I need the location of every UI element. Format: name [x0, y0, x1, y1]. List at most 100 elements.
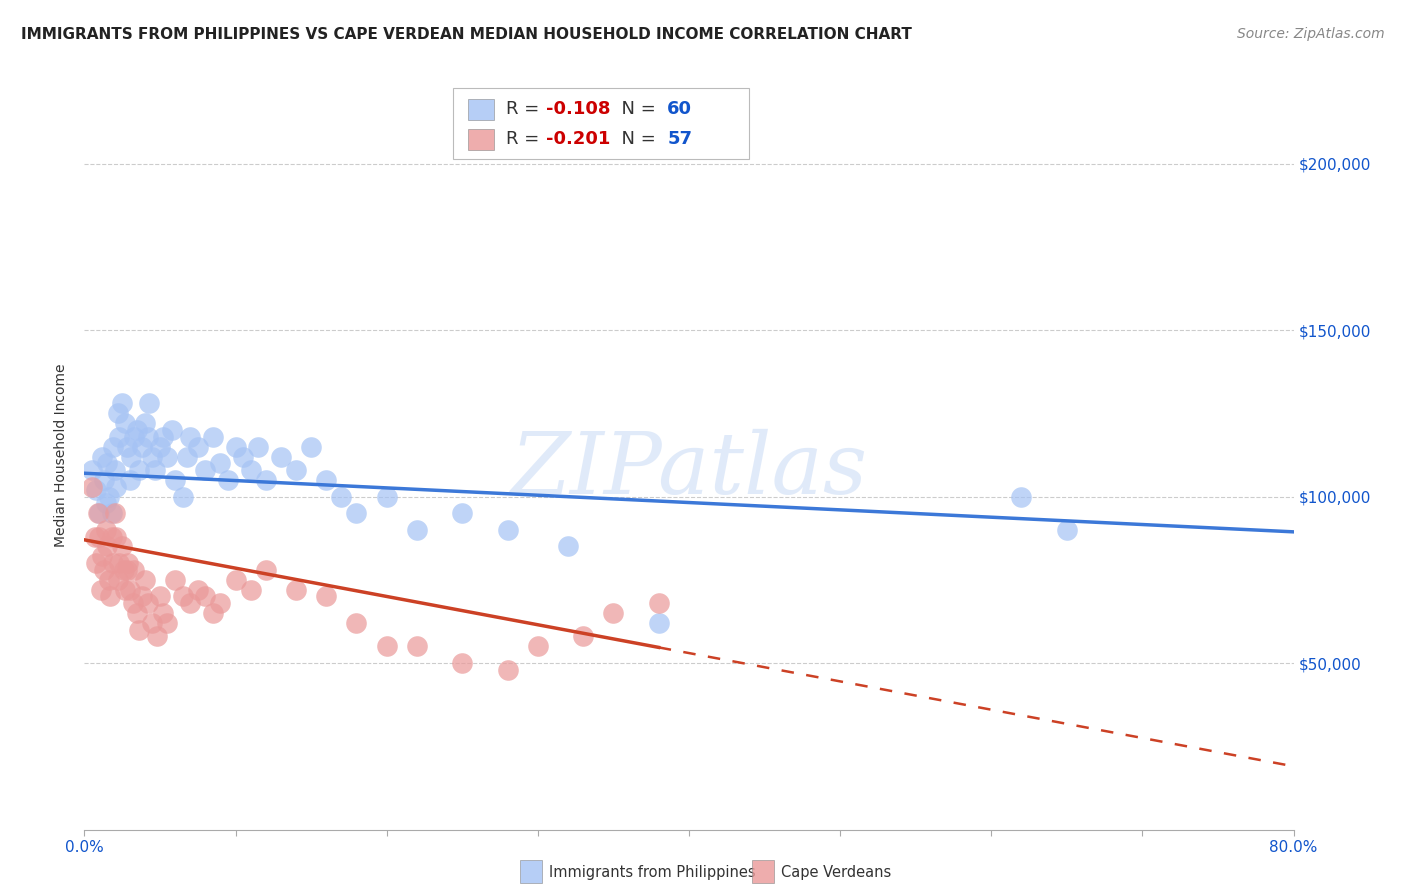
Point — [451, 656, 474, 670]
Point — [80, 463, 103, 477]
Point — [152, 429, 174, 443]
Point — [572, 629, 595, 643]
Text: -0.201: -0.201 — [547, 130, 610, 148]
Point — [285, 582, 308, 597]
Point — [194, 463, 217, 477]
Point — [225, 573, 247, 587]
Point — [496, 663, 519, 677]
Point — [108, 556, 131, 570]
Text: R =: R = — [506, 100, 546, 118]
Text: IMMIGRANTS FROM PHILIPPINES VS CAPE VERDEAN MEDIAN HOUSEHOLD INCOME CORRELATION : IMMIGRANTS FROM PHILIPPINES VS CAPE VERD… — [21, 27, 912, 42]
Point — [91, 549, 114, 564]
Point — [93, 563, 115, 577]
Point — [96, 540, 118, 554]
Point — [149, 440, 172, 454]
Point — [98, 590, 121, 604]
Point — [254, 563, 277, 577]
Point — [80, 479, 103, 493]
Point — [115, 563, 138, 577]
Point — [375, 490, 398, 504]
Point — [107, 406, 129, 420]
Point — [225, 440, 247, 454]
Point — [254, 473, 277, 487]
Point — [122, 563, 145, 577]
Point — [270, 450, 292, 464]
Point — [91, 450, 114, 464]
Point — [86, 556, 108, 570]
Point — [315, 473, 337, 487]
Point — [117, 556, 139, 570]
Point — [134, 573, 156, 587]
Point — [172, 490, 194, 504]
Point — [97, 490, 120, 504]
Point — [136, 429, 159, 443]
Point — [97, 573, 120, 587]
Point — [209, 596, 232, 610]
Text: -0.108: -0.108 — [547, 100, 610, 118]
Point — [115, 440, 138, 454]
Point — [1011, 490, 1033, 504]
Point — [315, 590, 337, 604]
Point — [156, 450, 179, 464]
Point — [141, 616, 163, 631]
Point — [194, 590, 217, 604]
Point — [138, 396, 160, 410]
Point — [108, 429, 131, 443]
Point — [187, 440, 209, 454]
Point — [239, 463, 262, 477]
Point — [179, 596, 201, 610]
Text: Cape Verdeans: Cape Verdeans — [780, 865, 891, 880]
Point — [127, 606, 149, 620]
Point — [176, 450, 198, 464]
Point — [217, 473, 239, 487]
Point — [94, 496, 117, 510]
Point — [100, 506, 122, 520]
Point — [131, 440, 153, 454]
Point — [648, 616, 671, 631]
Point — [94, 523, 117, 537]
FancyBboxPatch shape — [453, 87, 749, 159]
Text: ZIPatlas: ZIPatlas — [510, 428, 868, 511]
Point — [187, 582, 209, 597]
Point — [93, 473, 115, 487]
Text: Immigrants from Philippines: Immigrants from Philippines — [548, 865, 755, 880]
Point — [527, 640, 550, 654]
Point — [406, 523, 429, 537]
Point — [111, 540, 134, 554]
Point — [89, 529, 111, 543]
Point — [118, 582, 141, 597]
Point — [101, 556, 124, 570]
Point — [86, 483, 108, 497]
Point — [375, 640, 398, 654]
Point — [232, 450, 254, 464]
Y-axis label: Median Household Income: Median Household Income — [55, 363, 69, 547]
Point — [104, 506, 127, 520]
Text: Source: ZipAtlas.com: Source: ZipAtlas.com — [1237, 27, 1385, 41]
Point — [131, 590, 153, 604]
Point — [112, 563, 135, 577]
Point — [346, 616, 368, 631]
Text: N =: N = — [610, 130, 662, 148]
Point — [127, 423, 149, 437]
Text: 57: 57 — [668, 130, 692, 148]
Point — [146, 629, 169, 643]
Point — [239, 582, 262, 597]
Point — [406, 640, 429, 654]
Point — [114, 582, 136, 597]
Point — [96, 456, 118, 470]
Point — [134, 417, 156, 431]
Point — [285, 463, 308, 477]
Point — [141, 450, 163, 464]
Point — [346, 506, 368, 520]
FancyBboxPatch shape — [468, 99, 495, 120]
Point — [100, 529, 122, 543]
Point — [90, 582, 112, 597]
Point — [104, 463, 127, 477]
Point — [201, 429, 224, 443]
Point — [128, 463, 150, 477]
Point — [105, 479, 128, 493]
Point — [165, 573, 187, 587]
Point — [165, 473, 187, 487]
Point — [114, 417, 136, 431]
Point — [557, 540, 579, 554]
